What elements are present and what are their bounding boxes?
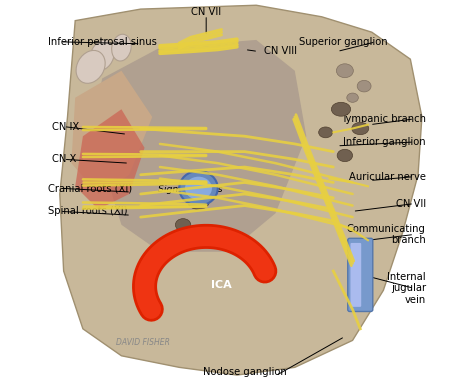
Text: Inferior ganglion: Inferior ganglion: [343, 137, 426, 147]
Text: Spinal roots (XI): Spinal roots (XI): [48, 206, 128, 217]
Text: Cranial roots (XI): Cranial roots (XI): [48, 183, 132, 193]
Polygon shape: [75, 109, 145, 210]
Polygon shape: [60, 5, 422, 375]
Text: Internal
jugular
vein: Internal jugular vein: [387, 272, 426, 305]
Text: CN VII: CN VII: [396, 199, 426, 209]
Text: Nodose ganglion: Nodose ganglion: [203, 367, 287, 377]
Text: Tympanic branch: Tympanic branch: [341, 114, 426, 124]
Ellipse shape: [337, 64, 353, 78]
Text: CN VIII: CN VIII: [264, 47, 297, 57]
Text: Superior ganglion: Superior ganglion: [299, 37, 387, 47]
Ellipse shape: [112, 34, 131, 61]
Text: Communicating
branch: Communicating branch: [347, 223, 426, 245]
Polygon shape: [94, 40, 306, 252]
Ellipse shape: [188, 194, 209, 210]
Polygon shape: [72, 71, 152, 194]
Ellipse shape: [331, 102, 351, 116]
FancyBboxPatch shape: [348, 238, 373, 312]
Ellipse shape: [337, 149, 353, 162]
Text: ICA: ICA: [211, 279, 232, 289]
Ellipse shape: [185, 177, 212, 200]
Text: CN X: CN X: [52, 154, 76, 165]
Ellipse shape: [199, 227, 213, 238]
Text: Inferior petrosal sinus: Inferior petrosal sinus: [48, 37, 157, 47]
Text: CN IX: CN IX: [52, 121, 79, 132]
Text: DAVID FISHER: DAVID FISHER: [116, 338, 170, 347]
Ellipse shape: [179, 171, 218, 206]
Text: Sigmoid sinus: Sigmoid sinus: [158, 185, 223, 194]
Ellipse shape: [76, 50, 105, 83]
Ellipse shape: [175, 219, 191, 231]
Ellipse shape: [347, 93, 358, 102]
Ellipse shape: [90, 40, 114, 70]
Text: CN VII: CN VII: [191, 7, 221, 17]
Ellipse shape: [319, 127, 333, 138]
Ellipse shape: [352, 122, 369, 135]
Ellipse shape: [357, 80, 371, 92]
Text: Auricular nerve: Auricular nerve: [349, 171, 426, 182]
FancyBboxPatch shape: [350, 243, 361, 307]
